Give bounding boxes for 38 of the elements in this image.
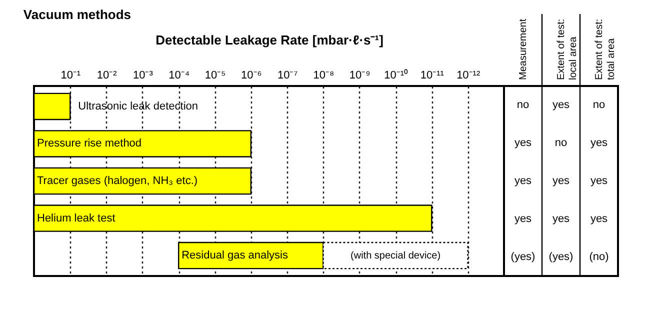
x-tick-label: 10⁻¹	[60, 70, 81, 82]
text: yes	[590, 175, 608, 187]
text: (yes)	[510, 251, 536, 263]
y-tick-label: Residual gas analysis	[182, 250, 289, 262]
y-tick-label: Pressure rise method	[37, 138, 142, 150]
annotation: (with special device)	[350, 250, 441, 262]
text: (yes)	[548, 251, 574, 263]
text: yes	[514, 175, 532, 187]
y-tick-label: Helium leak test	[37, 212, 116, 224]
text: (no)	[589, 251, 609, 263]
text: yes	[552, 99, 570, 111]
text: no	[554, 137, 568, 149]
text: no	[592, 99, 606, 111]
category-label: Measurement	[518, 18, 529, 80]
x-tick-label: 10⁻⁹	[349, 70, 370, 82]
text: yes	[552, 175, 570, 187]
text: yes	[552, 213, 570, 225]
x-tick-label: 10⁻⁴	[168, 70, 190, 82]
x-tick-label: 10⁻¹⁰	[384, 68, 408, 82]
x-tick-label: 10⁻¹²	[456, 70, 480, 82]
x-tick-label: 10⁻⁶	[241, 70, 262, 82]
text: yes	[514, 137, 532, 149]
text: yes	[590, 137, 608, 149]
text: no	[516, 99, 530, 111]
chart-title: Vacuum methods	[23, 7, 132, 22]
x-tick-label: 10⁻³	[133, 70, 154, 82]
x-tick-label: 10⁻¹¹	[420, 70, 444, 82]
x-tick-label: 10⁻²	[96, 70, 118, 82]
y-tick-label: Ultrasonic leak detection	[78, 100, 198, 112]
category-label: Extent of test: total area	[594, 18, 617, 80]
text: yes	[590, 213, 608, 225]
x-tick-label: 10⁻⁵	[204, 70, 226, 82]
category-label: Extent of test: local area	[556, 18, 579, 80]
x-tick-label: 10⁻⁷	[277, 70, 298, 82]
text: yes	[514, 213, 532, 225]
x-axis-title: Detectable Leakage Rate [mbar·ℓ·s⁻¹]	[156, 32, 384, 48]
x-tick-label: 10⁻⁸	[313, 70, 334, 82]
y-tick-label: Tracer gases (halogen, NH₃ etc.)	[37, 175, 198, 187]
